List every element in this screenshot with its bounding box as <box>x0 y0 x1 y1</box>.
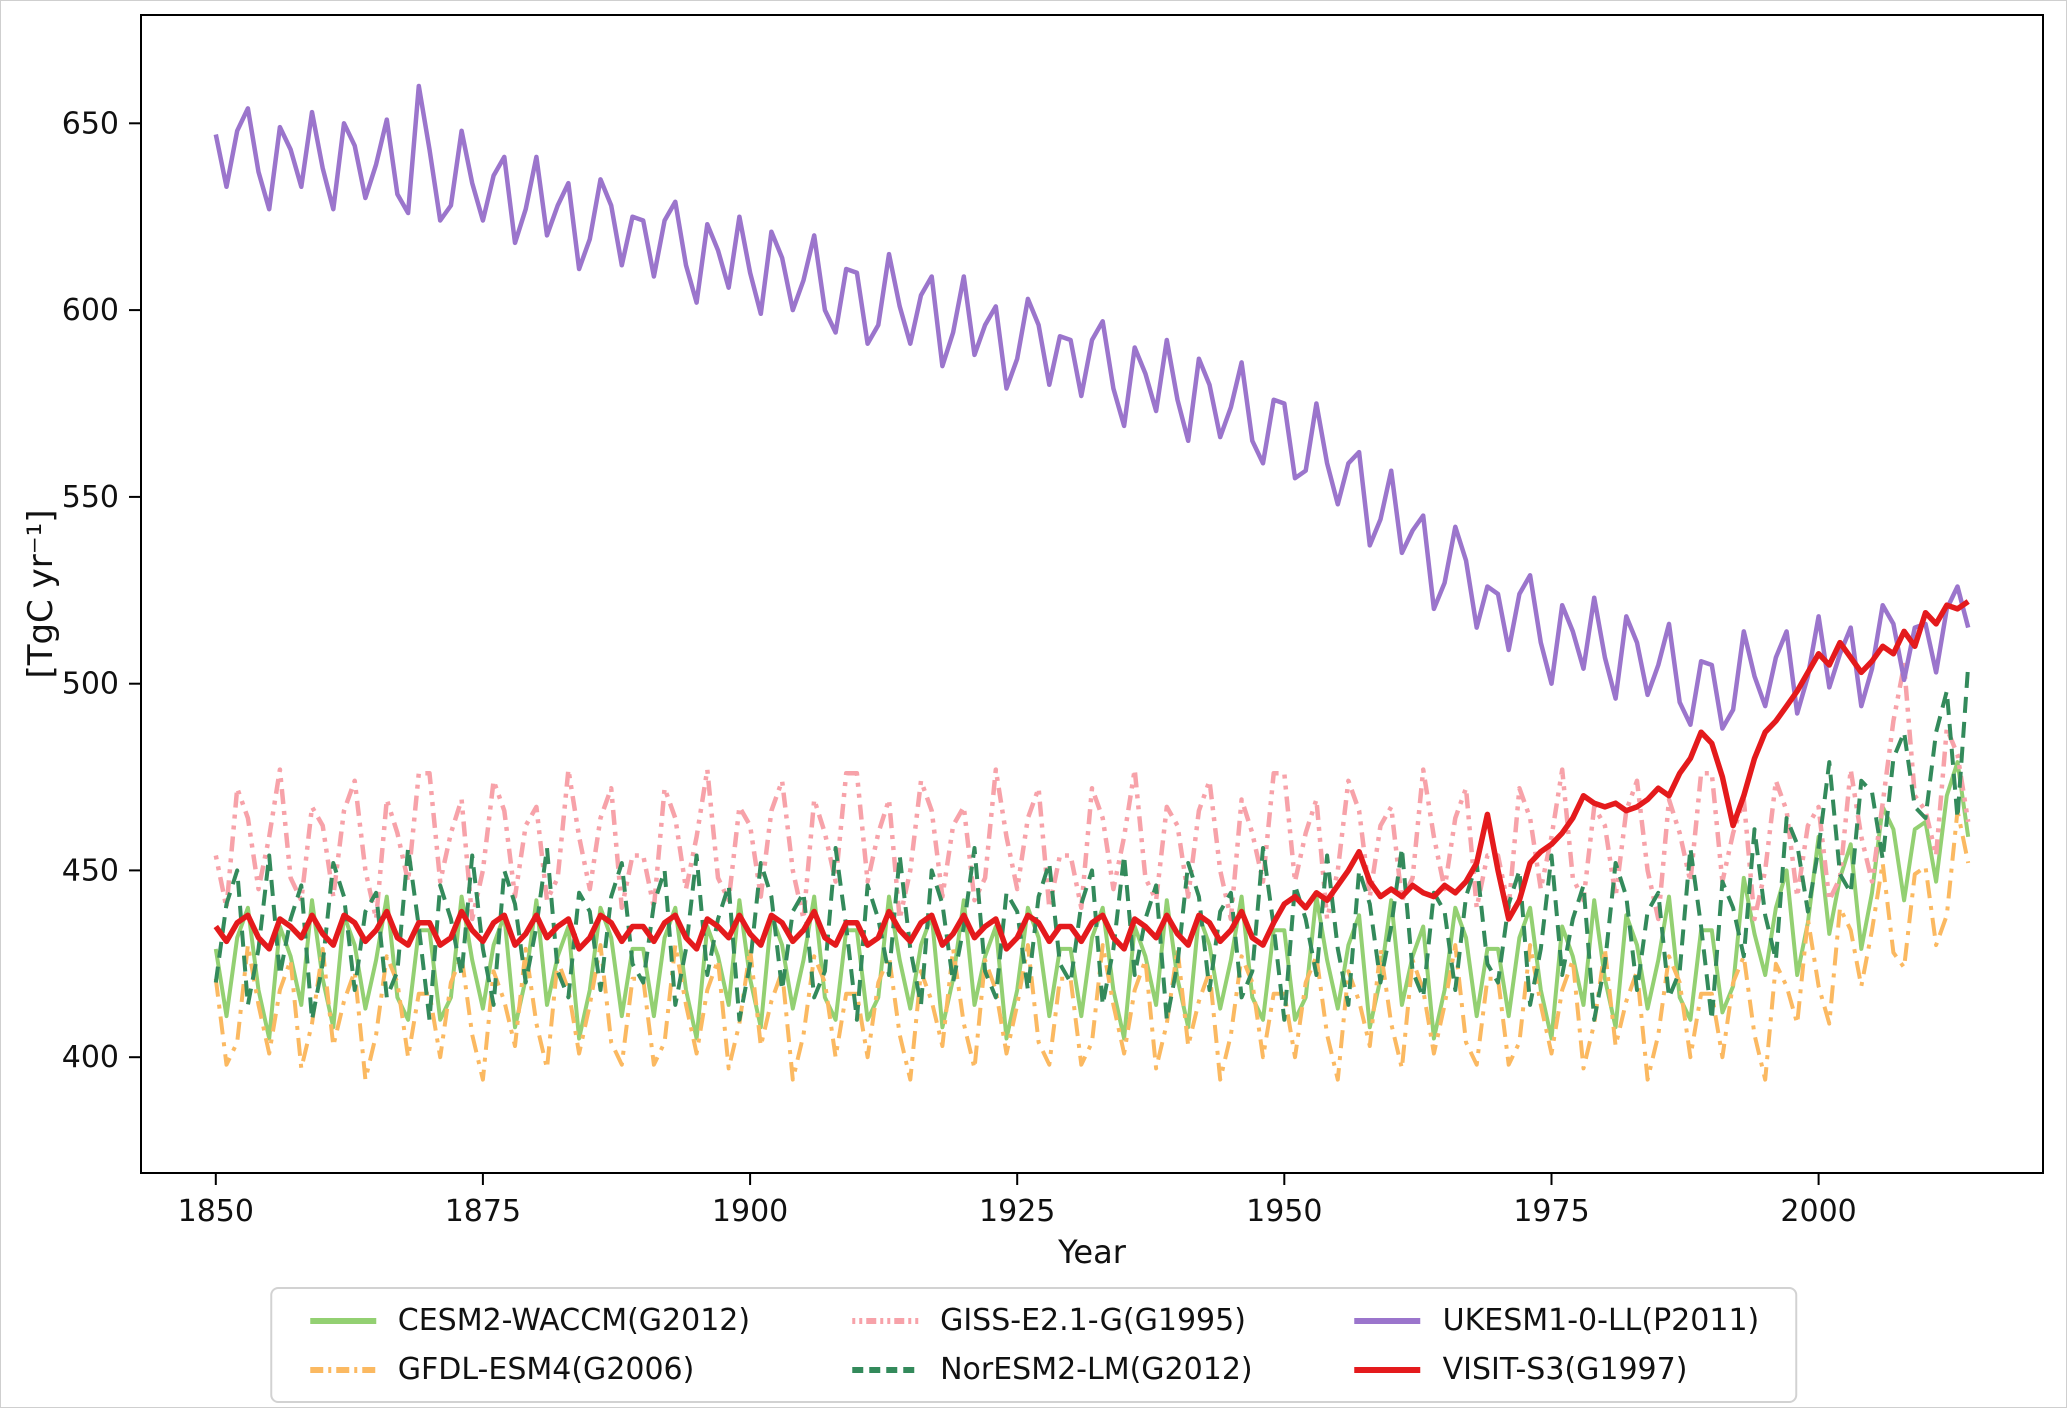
legend-label: GFDL-ESM4(G2006) <box>397 1352 695 1387</box>
series-line-UKESM1-0-LL(P2011) <box>213 83 1971 731</box>
x-axis-label: Year <box>1058 1233 1126 1271</box>
legend-line-sample <box>1354 1366 1421 1373</box>
legend-line-sample <box>1354 1317 1421 1324</box>
legend-label: UKESM1-0-LL(P2011) <box>1442 1303 1760 1338</box>
x-tick-label: 1875 <box>445 1194 521 1229</box>
series-line-VISIT-S3(G1997) <box>213 599 1970 952</box>
legend-item-ukesm1-0-ll: UKESM1-0-LL(P2011) <box>1353 1303 1760 1338</box>
x-tick-label: 2000 <box>1780 1194 1856 1229</box>
line-chart: 1850 1875 1900 1925 1950 1975 2000 400 450 500 550… <box>62 14 2044 1229</box>
x-tick-label: 1950 <box>1246 1194 1322 1229</box>
legend-line-sample <box>309 1317 376 1324</box>
x-tick-label: 1850 <box>178 1194 254 1229</box>
legend: CESM2-WACCM(G2012) GFDL-ESM4(G2006) GISS… <box>269 1287 1798 1403</box>
x-tick-label: 1975 <box>1513 1194 1589 1229</box>
legend-label: GISS-E2.1-G(G1995) <box>940 1303 1246 1338</box>
legend-line-sample <box>309 1366 376 1373</box>
y-tick-label: 500 <box>62 667 119 702</box>
legend-item-cesm2-waccm: CESM2-WACCM(G2012) <box>308 1303 750 1338</box>
series-line-NorESM2-LM(G2012) <box>213 664 1971 1022</box>
legend-item-visit-s3: VISIT-S3(G1997) <box>1353 1352 1760 1387</box>
y-axis-label: [TgC yr⁻¹] <box>21 509 61 679</box>
legend-line-sample <box>852 1366 919 1373</box>
legend-label: NorESM2-LM(G2012) <box>940 1352 1253 1387</box>
legend-line-sample <box>852 1317 919 1324</box>
series-line-GFDL-ESM4(G2006) <box>213 808 1971 1082</box>
plot-frame <box>140 14 2044 1174</box>
x-tick-label: 1925 <box>979 1194 1055 1229</box>
y-tick-label: 400 <box>62 1040 119 1075</box>
y-tick-label: 600 <box>62 293 119 328</box>
legend-item-gfdl-esm4: GFDL-ESM4(G2006) <box>308 1352 750 1387</box>
y-tick-label: 450 <box>62 853 119 888</box>
legend-item-giss-e21g: GISS-E2.1-G(G1995) <box>850 1303 1253 1338</box>
legend-item-noresm2-lm: NorESM2-LM(G2012) <box>850 1352 1253 1387</box>
series-line-GISS-E2.1-G(G1995) <box>213 662 1971 922</box>
x-tick-label: 1900 <box>712 1194 788 1229</box>
y-tick-label: 650 <box>62 106 119 141</box>
legend-label: VISIT-S3(G1997) <box>1442 1352 1688 1387</box>
series-line-CESM2-WACCM(G2012) <box>213 760 1971 1041</box>
legend-label: CESM2-WACCM(G2012) <box>397 1303 751 1338</box>
y-tick-label: 550 <box>62 480 119 515</box>
